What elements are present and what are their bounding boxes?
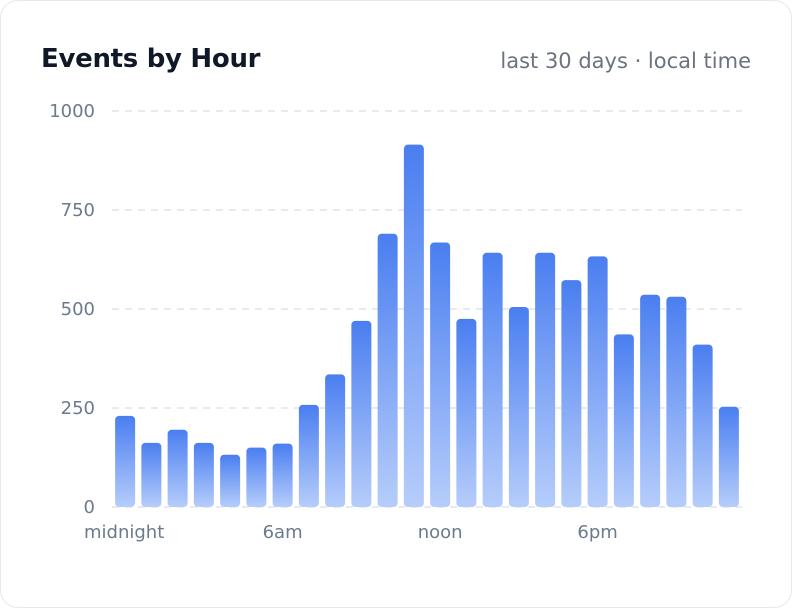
bar-hour-20 (640, 294, 661, 507)
y-tick-label-1000: 1000 (49, 101, 95, 122)
bar-hour-23 (718, 406, 739, 507)
x-tick-label-noon: noon (418, 522, 463, 543)
bar-hour-18 (587, 256, 608, 507)
bar-hour-15 (508, 307, 529, 507)
bar-hour-12 (430, 242, 451, 508)
bar-hour-7 (298, 404, 319, 507)
y-tick-label-500: 500 (61, 299, 95, 320)
bar-hour-5 (246, 447, 267, 507)
y-axis-ticks: 0 250 500 750 1000 (49, 101, 95, 518)
chart-subtitle: last 30 days · local time (500, 49, 751, 73)
bar-hour-13 (456, 318, 477, 507)
y-tick-label-0: 0 (84, 497, 95, 518)
bar-hour-2 (167, 429, 188, 507)
bar-hour-22 (692, 344, 713, 507)
bar-hour-14 (482, 252, 503, 507)
chart-title: Events by Hour (41, 44, 261, 74)
y-tick-label-250: 250 (61, 398, 95, 419)
bars (115, 144, 739, 508)
bar-hour-16 (535, 252, 556, 507)
x-tick-label-midnight: midnight (84, 522, 164, 543)
bar-hour-1 (141, 442, 162, 507)
grid-lines (112, 110, 742, 508)
bar-hour-9 (351, 320, 372, 507)
bar-hour-21 (666, 296, 687, 507)
bar-hour-17 (561, 280, 582, 507)
x-axis-ticks: midnight 6am noon 6pm (84, 522, 618, 543)
bar-hour-10 (377, 233, 398, 507)
bar-hour-4 (220, 454, 241, 507)
x-tick-label-6pm: 6pm (577, 522, 617, 543)
bar-hour-11 (403, 144, 424, 507)
bar-hour-0 (115, 415, 136, 507)
y-tick-label-750: 750 (61, 200, 95, 221)
bar-hour-8 (325, 374, 346, 507)
x-tick-label-6am: 6am (263, 522, 303, 543)
bar-hour-3 (193, 442, 214, 507)
bar-hour-6 (272, 443, 293, 507)
bar-hour-19 (613, 334, 634, 507)
